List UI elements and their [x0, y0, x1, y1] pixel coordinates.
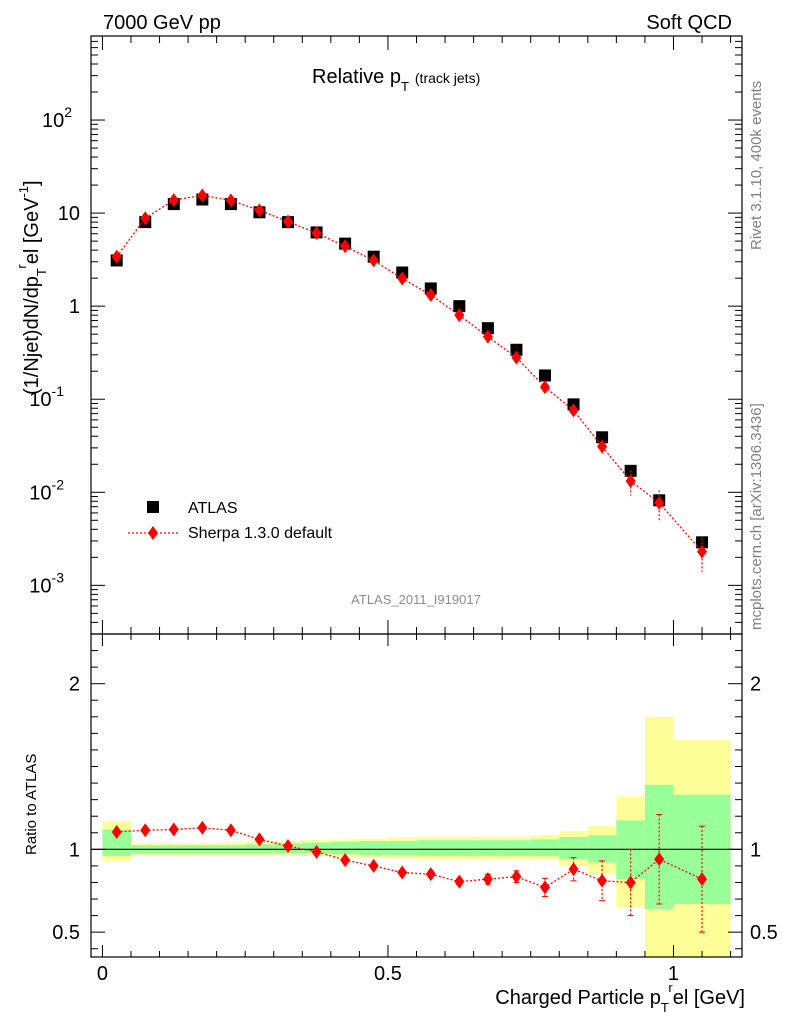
- atlas-point: [696, 536, 709, 549]
- band-inner: [387, 841, 417, 856]
- main-y-tick-label: 10: [58, 203, 80, 225]
- ratio-y-tick-label-right: 0.5: [750, 922, 778, 944]
- atlas-point: [596, 431, 609, 444]
- sherpa-point: [539, 380, 550, 395]
- svg-text:mcplots.cern.ch [arXiv:1306.34: mcplots.cern.ch [arXiv:1306.3436]: [748, 403, 765, 630]
- sherpa-point: [654, 495, 665, 510]
- legend-marker-atlas: [147, 501, 159, 513]
- sherpa-point: [168, 193, 179, 208]
- ratio-y-tick-label-left: 0.5: [52, 922, 80, 944]
- legend-marker-sherpa: [148, 526, 158, 540]
- main-plot-frame: [90, 35, 743, 635]
- main-y-axis-label: (1/Njet)dN/dpTrel [GeV-1]: [14, 180, 49, 395]
- sherpa-point: [625, 474, 636, 489]
- band-inner: [416, 840, 446, 856]
- ratio-sherpa-point: [140, 823, 151, 838]
- sherpa-point: [511, 350, 522, 365]
- ratio-y-tick-label-left: 1: [69, 839, 80, 861]
- ratio-sherpa-point: [425, 867, 436, 882]
- band-inner: [359, 841, 388, 856]
- rivet-label: Rivet 3.1.10, 400k events: [748, 81, 765, 250]
- ratio-sherpa-point: [568, 862, 579, 877]
- ratio-y-tick-label-left: 2: [69, 674, 80, 696]
- svg-text:Rivet 3.1.10, 400k events: Rivet 3.1.10, 400k events: [748, 81, 765, 250]
- ratio-sherpa-point: [283, 839, 294, 854]
- band-inner: [559, 836, 588, 860]
- sherpa-point: [368, 253, 379, 268]
- sherpa-point: [425, 287, 436, 302]
- sherpa-point: [597, 439, 608, 454]
- sherpa-line: [116, 194, 703, 553]
- ratio-bands: [91, 716, 742, 957]
- ratio-y-tick-label-right: 2: [750, 674, 761, 696]
- ratio-sherpa-point: [654, 852, 665, 867]
- ratio-sherpa-point: [311, 844, 322, 859]
- sherpa-point: [568, 403, 579, 418]
- energy-label: 7000 GeV pp: [103, 12, 221, 34]
- sherpa-point: [254, 203, 265, 218]
- main-y-tick-label: 10-1: [29, 383, 64, 411]
- sherpa-point: [111, 249, 122, 264]
- sherpa-point: [283, 214, 294, 229]
- legend-label-sherpa: Sherpa 1.3.0 default: [188, 525, 333, 542]
- main-y-tick-label: 1: [69, 296, 80, 318]
- axes: 10-3 10-2 10-1 1 10 102 0 0.5 1 0.5 0.5 1 1 2 2: [29, 35, 778, 985]
- band-inner: [473, 840, 503, 856]
- sherpa-point: [482, 329, 493, 344]
- main-y-tick-label: 10-2: [29, 476, 64, 504]
- sherpa-point: [397, 271, 408, 286]
- ratio-sherpa-point: [111, 824, 122, 839]
- ratio-plot-frame: [90, 633, 743, 958]
- svg-text:(1/Njet)dN/dpTrel [GeV-1]: (1/Njet)dN/dpTrel [GeV-1]: [14, 180, 49, 395]
- atlas-point: [538, 369, 551, 382]
- ratio-sherpa-point: [454, 874, 465, 889]
- ratio-sherpa-point: [697, 872, 708, 887]
- sherpa-point: [197, 188, 208, 203]
- sherpa-point: [140, 211, 151, 226]
- main-y-tick-label: 102: [42, 104, 72, 132]
- ratio-sherpa-point: [482, 872, 493, 887]
- svg-text:Ratio to ATLAS: Ratio to ATLAS: [23, 754, 40, 855]
- atlas-point: [481, 322, 494, 335]
- ratio-sherpa-point: [368, 858, 379, 873]
- data-marks: [110, 188, 709, 933]
- ratio-sherpa-point: [397, 865, 408, 880]
- x-axis-label: Charged Particle pTrel [GeV]: [495, 980, 745, 1015]
- ratio-sherpa-point: [625, 875, 636, 890]
- ratio-y-axis-label: Ratio to ATLAS: [23, 754, 40, 855]
- sherpa-point: [697, 544, 708, 559]
- ratio-y-tick-label-right: 1: [750, 839, 761, 861]
- main-y-tick-label: 10-3: [29, 569, 64, 597]
- band-inner: [502, 840, 531, 856]
- x-tick-label: 1: [668, 963, 679, 985]
- band-inner: [445, 840, 474, 856]
- atlas-point: [510, 343, 523, 356]
- mcplots-label: mcplots.cern.ch [arXiv:1306.3436]: [748, 403, 765, 630]
- analysis-id-label: ATLAS_2011_I919017: [351, 592, 481, 607]
- plot-title: Relative pT(track jets): [312, 66, 480, 94]
- ratio-sherpa-point: [511, 869, 522, 884]
- sherpa-point: [311, 226, 322, 241]
- band-inner: [530, 839, 560, 856]
- x-tick-label: 0: [97, 963, 108, 985]
- x-tick-label: 0.5: [374, 963, 402, 985]
- sherpa-point: [454, 308, 465, 323]
- ratio-sherpa-point: [254, 832, 265, 847]
- band-inner: [330, 841, 360, 855]
- ratio-sherpa-point: [197, 820, 208, 835]
- sherpa-point: [225, 193, 236, 208]
- process-label: Soft QCD: [646, 12, 732, 34]
- atlas-point: [453, 300, 466, 313]
- ratio-sherpa-point: [597, 873, 608, 888]
- ratio-sherpa-point: [340, 853, 351, 868]
- ratio-sherpa-point: [168, 822, 179, 837]
- ratio-sherpa-point: [225, 823, 236, 838]
- legend-label-atlas: ATLAS: [188, 500, 238, 517]
- sherpa-point: [340, 239, 351, 254]
- ratio-sherpa-point: [539, 880, 550, 895]
- legend: ATLAS Sherpa 1.3.0 default: [128, 500, 333, 542]
